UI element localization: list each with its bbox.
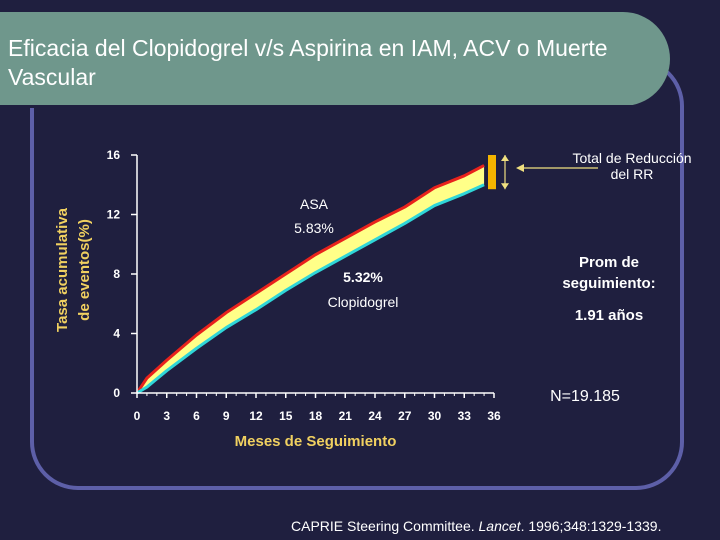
citation-details: . 1996;348:1329-1339. <box>520 518 662 534</box>
y-tick-label: 12 <box>107 208 121 222</box>
citation-journal: Lancet <box>478 518 521 534</box>
series-line-clopidogrel <box>136 183 485 395</box>
series-line-asa <box>135 164 485 394</box>
x-tick-label: 0 <box>134 409 141 423</box>
series-label-clopidogrel: Clopidogrel <box>328 294 399 310</box>
rrr-arrow-down <box>501 183 509 190</box>
y-axis-label: Tasa acumulativa de eventos(%) <box>54 207 93 332</box>
x-tick-label: 3 <box>163 409 170 423</box>
follow-up-value: 1.91 años <box>574 307 644 324</box>
x-tick-label: 24 <box>368 409 382 423</box>
x-tick-label: 27 <box>398 409 412 423</box>
rrr-pointer-arrow <box>516 164 524 172</box>
x-tick-label: 12 <box>249 409 263 423</box>
x-axis-label: Meses de Seguimiento <box>235 433 397 450</box>
y-tick-label: 8 <box>113 267 120 281</box>
x-tick-label: 18 <box>309 409 323 423</box>
x-tick-label: 30 <box>428 409 442 423</box>
difference-band <box>137 165 485 393</box>
citation: CAPRIE Steering Committee. Lancet. 1996;… <box>291 518 661 534</box>
title-bar <box>0 12 670 108</box>
x-tick-label: 36 <box>487 409 501 423</box>
follow-up-label: Prom de seguimiento: <box>562 254 656 292</box>
rrr-label: Total de Reducción del RR <box>572 150 692 182</box>
title-underline <box>0 105 638 108</box>
y-tick-label: 16 <box>107 148 121 162</box>
y-tick-label: 4 <box>113 327 120 341</box>
rrr-arrow-up <box>501 155 509 161</box>
x-tick-label: 21 <box>339 409 353 423</box>
rate-label-asa: 5.83% <box>294 220 334 236</box>
x-tick-label: 15 <box>279 409 293 423</box>
sample-size: N=19.185 <box>550 388 620 405</box>
x-tick-label: 9 <box>223 409 230 423</box>
citation-authors: CAPRIE Steering Committee. <box>291 518 479 534</box>
rrr-bar <box>488 155 496 190</box>
y-tick-label: 0 <box>113 386 120 400</box>
x-tick-label: 6 <box>193 409 200 423</box>
rate-label-clopidogrel: 5.32% <box>343 269 383 285</box>
series-label-asa: ASA <box>300 196 329 212</box>
slide-title: Eficacia del Clopidogrel v/s Aspirina en… <box>8 35 608 90</box>
x-tick-label: 33 <box>458 409 472 423</box>
